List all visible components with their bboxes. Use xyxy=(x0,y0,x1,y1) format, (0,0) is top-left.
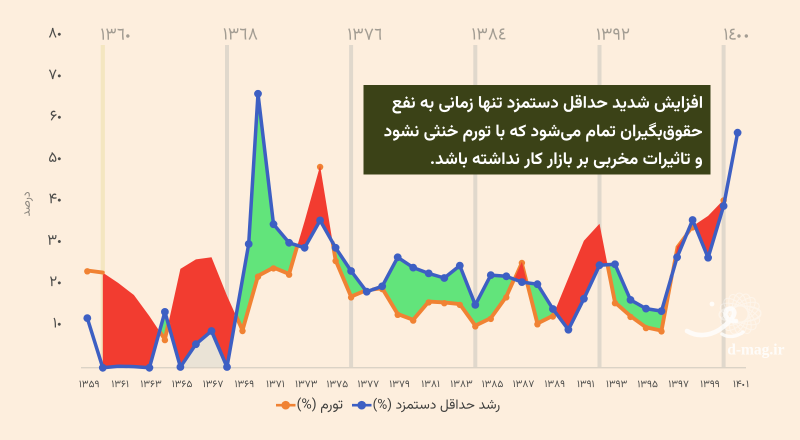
svg-text:d-mag.ir: d-mag.ir xyxy=(727,342,784,359)
